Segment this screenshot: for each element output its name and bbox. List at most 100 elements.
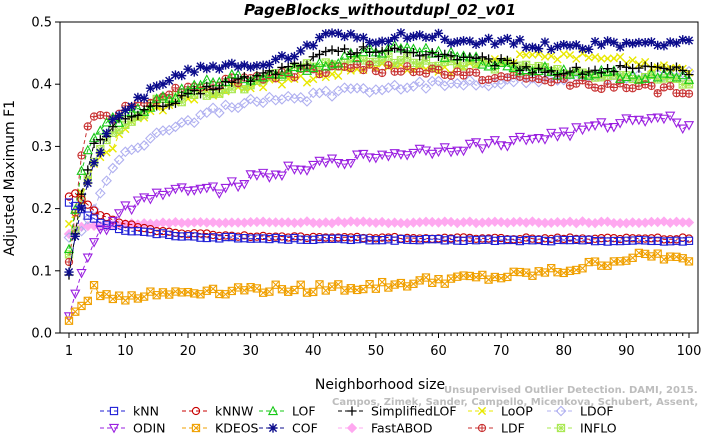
point-COF: [534, 44, 544, 54]
point-LDF: [471, 68, 481, 77]
point-LDOF: [326, 90, 338, 102]
point-SimplifiedLOF: [471, 53, 481, 63]
point-LDF: [64, 257, 74, 267]
point-LOF: [195, 79, 206, 90]
point-ODIN: [207, 182, 219, 192]
point-ODIN: [101, 226, 112, 236]
point-LDOF: [232, 102, 244, 114]
point-ODIN: [483, 139, 494, 149]
legend-item-kNNW: kNNW: [182, 404, 253, 419]
point-LDOF: [213, 107, 225, 119]
legend-marker-ODIN: [108, 423, 120, 434]
point-LDF: [77, 151, 86, 160]
point-COF: [246, 62, 256, 72]
point-kNN: [572, 235, 581, 245]
point-kNN: [290, 233, 299, 243]
point-LDOF: [320, 85, 332, 97]
point-COF: [571, 40, 581, 50]
point-LoOP: [565, 50, 575, 60]
point-SimplifiedLOF: [252, 71, 262, 81]
point-kNN: [459, 236, 468, 245]
point-ODIN: [326, 154, 338, 165]
point-LDOF: [389, 79, 401, 91]
point-SimplifiedLOF: [590, 65, 600, 75]
point-LoOP: [590, 52, 600, 62]
point-LDOF: [295, 92, 307, 103]
point-COF: [145, 83, 156, 93]
point-LDOF: [408, 81, 419, 92]
point-LDOF: [145, 132, 156, 144]
point-kNN: [584, 235, 593, 244]
legend-item-LDF: LDF: [468, 421, 525, 434]
point-LDF: [359, 65, 368, 75]
x-tick-label: 50: [368, 344, 385, 359]
point-ODIN: [258, 168, 269, 179]
point-kNN: [396, 234, 406, 244]
point-kNN: [634, 235, 644, 245]
point-kNN: [315, 234, 324, 244]
point-LOF: [308, 62, 319, 73]
legend-label-kNNW: kNNW: [215, 404, 253, 419]
point-SimplifiedLOF: [534, 63, 544, 74]
point-kNN: [628, 236, 637, 245]
point-SimplifiedLOF: [615, 61, 625, 71]
point-kNN: [309, 235, 318, 245]
point-COF: [83, 178, 93, 188]
point-KDEOS: [296, 280, 305, 289]
point-LOF: [377, 48, 388, 58]
point-COF: [139, 93, 149, 103]
point-LDOF: [188, 117, 200, 129]
point-LDOF: [401, 82, 413, 94]
point-kNN: [215, 234, 224, 243]
point-LOF: [496, 57, 507, 67]
point-ODIN: [107, 216, 118, 227]
point-COF: [183, 64, 193, 74]
point-COF: [671, 38, 682, 48]
point-LDOF: [357, 83, 369, 94]
point-kNN: [346, 235, 355, 245]
point-kNN: [140, 227, 149, 236]
point-ODIN: [145, 195, 156, 205]
legend-item-SimplifiedLOF: SimplifiedLOF: [338, 404, 457, 419]
point-SimplifiedLOF: [227, 77, 237, 88]
point-COF: [540, 37, 550, 47]
point-COF: [390, 33, 400, 43]
point-KDEOS: [64, 316, 74, 325]
point-COF: [421, 32, 431, 43]
point-FastABOD: [389, 217, 400, 228]
point-LDOF: [339, 82, 350, 94]
point-LDF: [171, 83, 180, 93]
point-LOF: [614, 73, 626, 83]
point-LDOF: [395, 83, 407, 95]
point-SimplifiedLOF: [183, 88, 193, 99]
point-kNN: [221, 232, 230, 242]
point-SimplifiedLOF: [665, 65, 675, 75]
point-ODIN: [646, 114, 657, 124]
point-kNN: [647, 236, 656, 246]
point-KDEOS: [89, 281, 99, 290]
point-COF: [402, 33, 412, 43]
point-kNN: [490, 236, 500, 246]
point-COF: [477, 37, 487, 47]
point-kNN: [659, 237, 669, 246]
point-LDOF: [301, 96, 313, 107]
point-ODIN: [377, 150, 388, 161]
point-COF: [577, 44, 588, 54]
point-ODIN: [232, 182, 244, 193]
point-kNN: [114, 224, 124, 234]
point-LDF: [684, 89, 694, 98]
point-kNN: [365, 236, 374, 245]
point-ODIN: [314, 156, 325, 167]
point-COF: [371, 38, 381, 48]
point-LoOP: [616, 52, 625, 62]
point-COF: [521, 42, 531, 53]
point-COF: [609, 37, 619, 47]
point-FastABOD: [445, 216, 457, 228]
point-SimplifiedLOF: [602, 63, 613, 74]
point-kNN: [509, 235, 518, 245]
legend-marker-LDOF: [555, 405, 567, 417]
point-SimplifiedLOF: [452, 55, 462, 65]
point-LDF: [396, 67, 406, 76]
point-SimplifiedLOF: [496, 54, 506, 64]
point-LDOF: [451, 78, 463, 89]
